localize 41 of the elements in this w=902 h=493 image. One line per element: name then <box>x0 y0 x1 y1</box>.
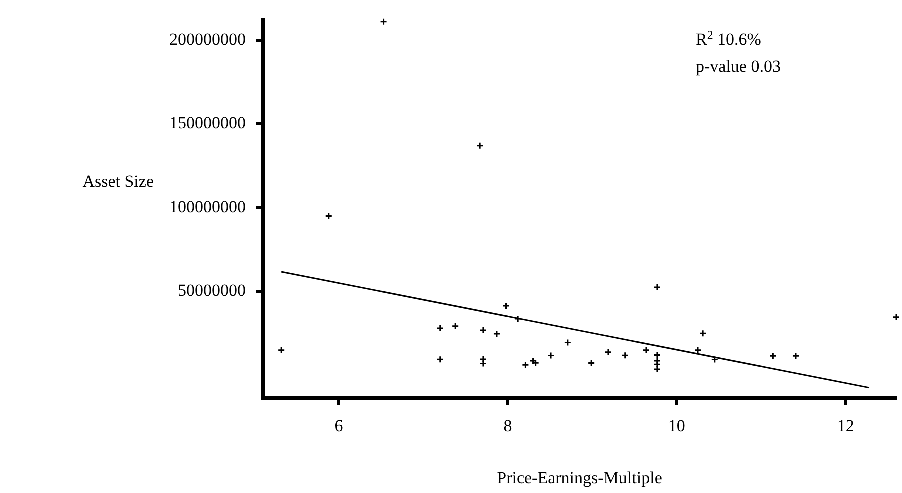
point <box>502 302 510 310</box>
point <box>564 338 572 346</box>
point <box>493 330 501 338</box>
point <box>452 322 460 330</box>
point <box>480 326 488 334</box>
point <box>694 346 702 354</box>
x-tick-label: 6 <box>334 416 344 436</box>
point <box>892 314 900 322</box>
point <box>699 330 707 338</box>
x-tick-label: 12 <box>837 416 854 436</box>
point <box>380 18 388 26</box>
point <box>654 366 662 374</box>
point <box>642 346 650 354</box>
point <box>769 352 777 360</box>
point <box>278 346 286 354</box>
x-tick-label: 8 <box>504 416 512 436</box>
point <box>547 352 555 360</box>
y-tick-label: 200000000 <box>170 30 246 49</box>
x-axis-title: Price-Earnings-Multiple <box>497 468 662 488</box>
y-tick-label: 50000000 <box>178 281 246 300</box>
annotation: p-value 0.03 <box>696 57 781 76</box>
point <box>436 356 444 364</box>
point <box>792 352 800 360</box>
point <box>514 315 522 323</box>
point <box>436 324 444 332</box>
y-axis-title: Asset Size <box>82 172 154 191</box>
point <box>622 352 630 360</box>
point <box>588 360 596 368</box>
point <box>532 359 540 367</box>
point <box>711 356 719 364</box>
point <box>325 212 333 220</box>
point <box>654 352 662 360</box>
point <box>654 284 662 292</box>
point <box>522 361 530 369</box>
point <box>654 360 662 368</box>
y-tick-label: 100000000 <box>170 197 246 216</box>
point <box>530 357 538 365</box>
point <box>604 348 612 356</box>
point <box>476 142 484 150</box>
x-tick-label: 10 <box>668 416 686 436</box>
y-tick-label: 150000000 <box>170 114 246 133</box>
